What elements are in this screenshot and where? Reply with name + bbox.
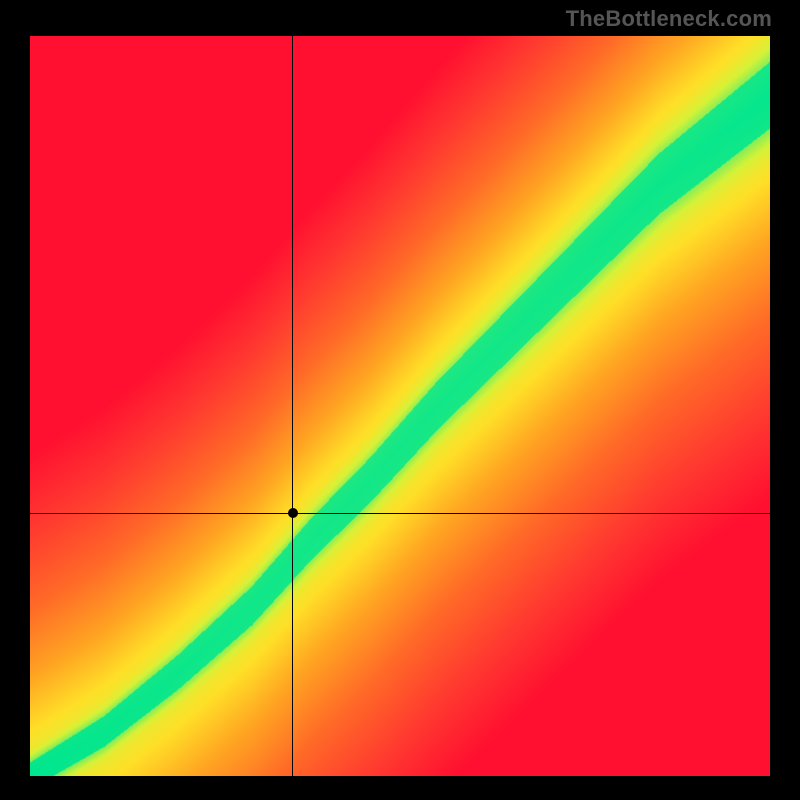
- marker-dot: [288, 508, 298, 518]
- crosshair-horizontal: [30, 513, 770, 514]
- heatmap-canvas: [30, 36, 770, 776]
- watermark-text: TheBottleneck.com: [566, 6, 772, 32]
- crosshair-vertical: [292, 36, 293, 776]
- heatmap-plot: [30, 36, 770, 776]
